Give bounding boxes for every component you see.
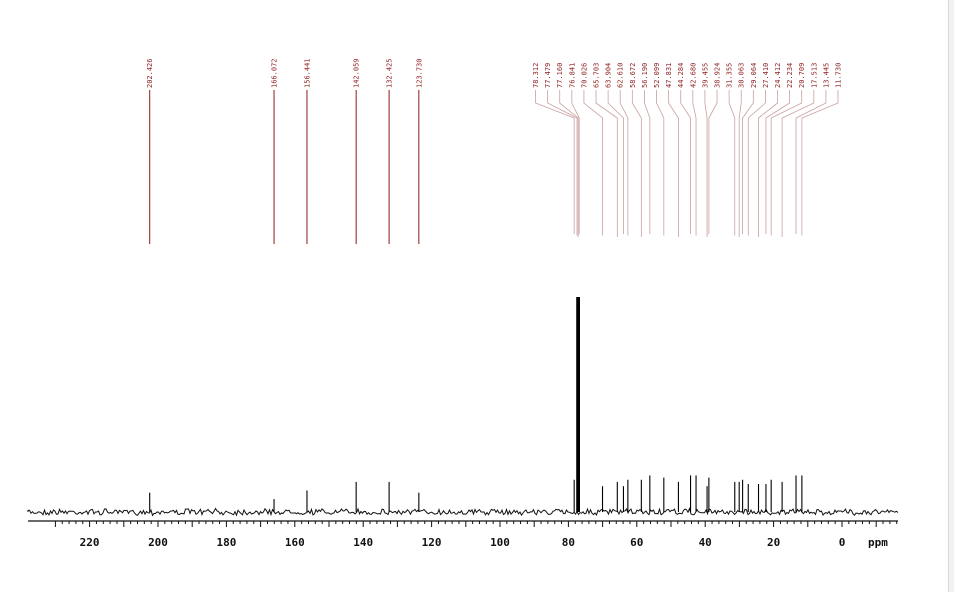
x-tick-label: 80 [562,536,575,549]
x-tick-label: 140 [353,536,373,549]
x-axis-label: ppm [868,536,888,549]
peak-connector [758,90,778,237]
peak-label: 77.479 [544,63,552,88]
peak-connector [535,90,575,234]
peak-connector [619,90,629,236]
peak-label: 78.312 [532,63,540,88]
peak-connector [801,90,839,236]
peak-label: 22.234 [786,63,794,88]
x-axis: ppm 220 200 180 160 140 120 100 80 60 40 20 0 [28,520,898,549]
x-tick-label: 120 [422,536,442,549]
x-tick-label: 40 [699,536,712,549]
peak-label: 202.426 [146,58,154,88]
peak-connector [795,90,827,234]
peak-connector [738,90,742,237]
peak-label: 166.072 [271,58,279,88]
peak-label: 24.412 [774,63,782,88]
peak-connector [668,90,679,237]
peak-label: 13.445 [822,63,830,88]
peak-connector [656,90,665,236]
spectrum-layer [27,297,899,517]
peak-connector [680,90,691,234]
peak-label: 38.924 [714,63,722,88]
peak-label: 27.410 [762,63,770,88]
peak-label: 123.730 [415,58,423,88]
x-tick-label: 0 [839,536,846,549]
peak-connector [742,90,754,234]
peak-connector [631,90,642,237]
peak-connector [559,90,579,237]
peak-label: 77.160 [556,63,564,88]
peak-connector [583,90,603,236]
spectrum-baseline [27,507,899,517]
peak-label: 29.064 [750,63,758,88]
peak-connector [547,90,578,236]
peak-connector [765,90,791,234]
peak-label: 42.680 [689,63,697,88]
peak-label: 11.730 [835,63,843,88]
window-right-border [948,0,954,592]
peak-label: 76.841 [568,63,576,88]
x-tick-label: 160 [285,536,305,549]
peak-label-layer: 202.426 166.072 156.441 142.059 132.425 123.7… [146,58,843,244]
peak-label: 20.709 [798,63,806,88]
peak-label: 132.425 [386,58,394,88]
peak-connector [692,90,697,236]
x-tick-label: 200 [148,536,168,549]
x-tick-label: 220 [80,536,100,549]
peak-label: 31.355 [726,63,734,88]
x-tick-label: 60 [630,536,643,549]
peak-label: 56.190 [641,63,649,88]
peak-label: 39.455 [701,63,709,88]
peak-connector [644,90,651,234]
peak-label: 17.513 [810,63,818,88]
peak-label: 58.672 [629,63,637,88]
peak-label: 47.831 [665,63,673,88]
peak-connector [704,90,708,237]
peak-label: 30.063 [738,63,746,88]
peak-connector [708,90,718,234]
peak-label: 142.059 [353,58,361,88]
peak-label: 44.284 [677,63,685,88]
peak-connector [571,90,580,234]
peak-label: 52.099 [653,63,661,88]
peak-label: 62.610 [617,63,625,88]
peak-label: 65.703 [593,63,601,88]
peak-label: 156.441 [303,58,311,88]
peak-connector [728,90,736,236]
peak-connector [595,90,618,237]
x-tick-label: 180 [216,536,236,549]
peak-label: 63.904 [605,63,613,88]
peak-connector [747,90,766,236]
x-tick-label: 20 [767,536,780,549]
x-tick-label: 100 [490,536,510,549]
peak-label: 70.026 [580,63,588,88]
peak-connector [781,90,815,237]
peak-connector [770,90,803,236]
peak-connector [607,90,624,234]
